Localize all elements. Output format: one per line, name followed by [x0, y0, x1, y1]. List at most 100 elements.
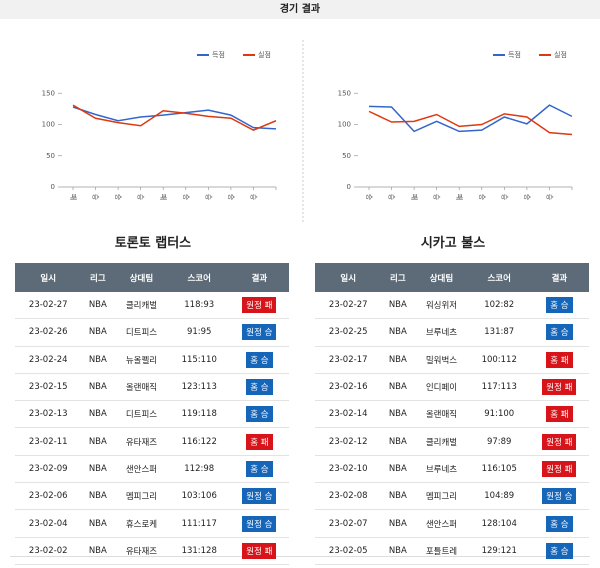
cell: 23-02-05: [315, 537, 382, 565]
row: 23-02-16 NBA 인디페이 117:113 원정 패: [315, 373, 589, 402]
cell: 131:128: [168, 537, 230, 565]
x-tick-label: 패: [455, 194, 464, 200]
cell: 112:98: [168, 455, 230, 484]
cell: 원정 승: [529, 482, 589, 511]
result-badge: 원정 승: [542, 488, 577, 505]
results-table: 일시 리그 상대팀 스코어 결과 23-02-27 NBA 클리캐벌 118:93 원정 패 23-…: [15, 263, 289, 565]
legend-label: 실점: [554, 50, 567, 59]
cell: 104:89: [468, 482, 530, 511]
cell: 23-02-27: [315, 292, 382, 320]
cell: 23-02-12: [315, 427, 382, 456]
row: 23-02-27 NBA 클리캐벌 118:93 원정 패: [15, 292, 289, 320]
cell: 홈 패: [529, 346, 589, 374]
legend-label: 실점: [258, 50, 271, 59]
cell: 23-02-16: [315, 373, 382, 402]
cell: NBA: [381, 427, 415, 456]
x-tick-label: 승: [137, 194, 145, 201]
row: 23-02-07 NBA 샌안스퍼 128:104 홈 승: [315, 509, 589, 538]
result-badge: 홈 승: [246, 460, 273, 477]
cell: 멤피그리: [414, 482, 469, 511]
result-badge: 원정 승: [242, 488, 277, 505]
cell: 원정 승: [229, 482, 289, 511]
column-header: 일시: [315, 263, 382, 292]
column-header: 결과: [229, 263, 289, 292]
column-header: 상대팀: [114, 263, 169, 292]
cell: NBA: [381, 509, 415, 538]
row: 23-02-06 NBA 멤피그리 103:106 원정 승: [15, 482, 289, 511]
column-header: 상대팀: [414, 263, 469, 292]
charts: 0 50 100 150 패 승 승 승 패 승 승 승 승 득점 실점 0 50 100 150 승 승 패 승 패 승 승 승 승…: [42, 40, 573, 222]
row: 23-02-05 NBA 포틀트레 129:121 홈 승: [315, 537, 589, 565]
cell: 23-02-09: [15, 455, 82, 484]
cell: NBA: [81, 455, 115, 484]
cell: 홈 승: [529, 292, 589, 320]
x-tick-label: 승: [523, 194, 531, 201]
cell: 103:106: [168, 482, 230, 511]
cell: 인디페이: [414, 373, 469, 402]
x-tick-label: 패: [159, 194, 168, 200]
legend-label: 득점: [508, 51, 521, 59]
y-tick-label: 100: [338, 121, 351, 129]
cell: 119:118: [168, 400, 230, 429]
x-tick-label: 승: [182, 194, 190, 201]
x-tick-label: 승: [433, 194, 441, 201]
series-line: [368, 104, 573, 133]
x-tick-label: 승: [114, 194, 122, 201]
row: 23-02-14 NBA 올랜매직 91:100 홈 패: [315, 400, 589, 429]
cell: 홈 패: [529, 400, 589, 429]
row: 23-02-08 NBA 멤피그리 104:89 원정 승: [315, 482, 589, 511]
cell: 91:95: [168, 318, 230, 347]
row: 23-02-10 NBA 브루네츠 116:105 원정 패: [315, 455, 589, 484]
result-badge: 원정 패: [542, 433, 577, 450]
result-badge: 홈 패: [546, 351, 573, 368]
cell: 115:110: [168, 346, 230, 374]
cell: NBA: [81, 509, 115, 538]
cell: 118:93: [168, 292, 230, 320]
row: 23-02-04 NBA 휴스로케 111:117 원정 승: [15, 509, 289, 538]
row: 23-02-09 NBA 샌안스퍼 112:98 홈 승: [15, 455, 289, 484]
cell: 유타재즈: [114, 537, 169, 565]
cell: 23-02-11: [15, 427, 82, 456]
series-line: [72, 104, 277, 131]
cell: 샌안스퍼: [414, 509, 469, 538]
row: 23-02-26 NBA 디트피스 91:95 원정 승: [15, 318, 289, 347]
cell: 원정 패: [229, 292, 289, 320]
result-badge: 원정 패: [542, 460, 577, 477]
legend-label: 득점: [212, 51, 225, 59]
x-tick-label: 승: [92, 194, 100, 201]
cell: NBA: [381, 373, 415, 402]
x-tick-label: 승: [227, 194, 235, 201]
cell: 116:105: [468, 455, 530, 484]
cell: 브루네츠: [414, 318, 469, 347]
cell: 102:82: [468, 292, 530, 320]
row: 23-02-11 NBA 유타재즈 116:122 홈 패: [15, 427, 289, 456]
cell: 23-02-27: [15, 292, 82, 320]
result-badge: 원정 승: [242, 324, 277, 341]
cell: 홈 패: [229, 427, 289, 456]
cell: 올랜매직: [414, 400, 469, 429]
row: 23-02-27 NBA 워싱위저 102:82 홈 승: [315, 292, 589, 320]
bottom-rule: [10, 556, 590, 557]
cell: 휴스로케: [114, 509, 169, 538]
cell: 116:122: [168, 427, 230, 456]
cell: 샌안스퍼: [114, 455, 169, 484]
cell: 홈 승: [529, 509, 589, 538]
team-name: 시카고 불스: [420, 236, 486, 251]
x-tick-label: 승: [204, 194, 212, 201]
cell: NBA: [81, 537, 115, 565]
cell: 23-02-14: [315, 400, 382, 429]
cell: 워싱위저: [414, 292, 469, 320]
cell: 원정 패: [229, 537, 289, 565]
x-tick-label: 패: [69, 194, 78, 200]
cell: NBA: [81, 400, 115, 429]
cell: NBA: [81, 373, 115, 402]
y-tick-label: 50: [46, 152, 55, 160]
y-tick-label: 150: [42, 89, 55, 97]
series-line: [368, 110, 573, 136]
cell: 100:112: [468, 346, 530, 374]
cell: 91:100: [468, 400, 530, 429]
cell: 23-02-02: [15, 537, 82, 565]
cell: NBA: [81, 482, 115, 511]
cell: 23-02-06: [15, 482, 82, 511]
result-badge: 홈 승: [546, 542, 573, 559]
